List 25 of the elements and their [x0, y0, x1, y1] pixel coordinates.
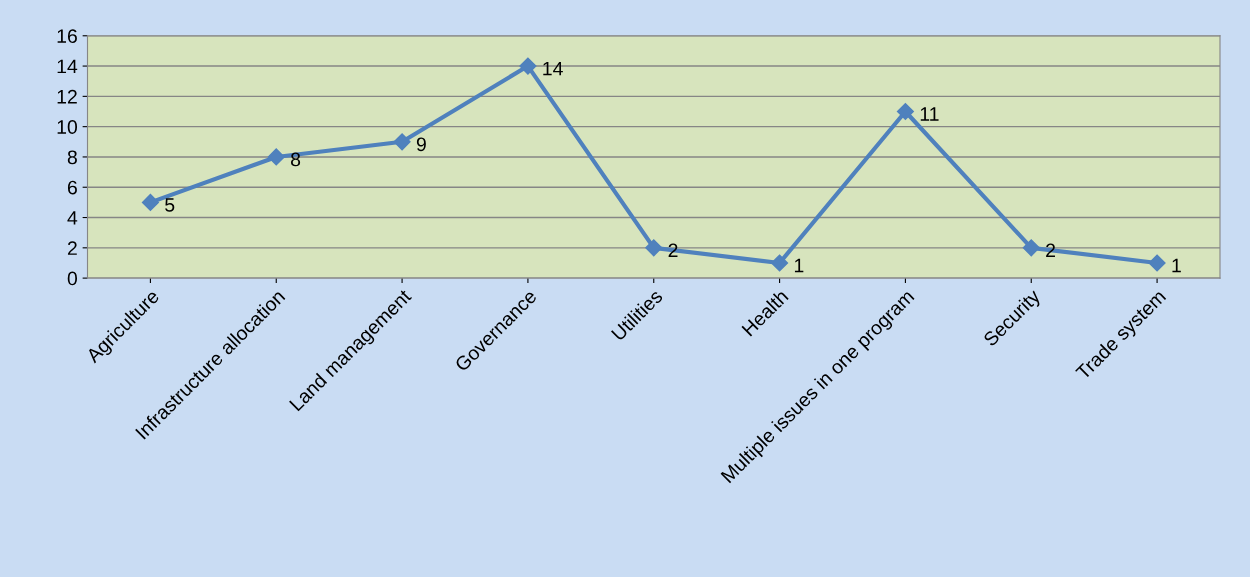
point: [519, 57, 537, 75]
y-tick-label: 8: [67, 150, 77, 165]
point: [267, 148, 285, 166]
data-label: 14: [543, 61, 563, 76]
point: [1022, 239, 1040, 257]
point: [1148, 254, 1166, 272]
y-tick-label: 10: [57, 120, 78, 134]
y-tick-label: 12: [57, 89, 77, 104]
data-label: 11: [920, 107, 939, 121]
point: [393, 133, 411, 151]
point: [771, 254, 789, 272]
y-tick-label: 4: [67, 211, 78, 225]
data-label: 8: [290, 152, 301, 167]
y-tick-label: 0: [67, 271, 78, 286]
point: [896, 102, 914, 121]
data-label: 9: [416, 137, 426, 152]
point: [141, 193, 159, 211]
y-tick-label: 6: [67, 180, 77, 195]
data-label: 1: [1172, 258, 1181, 273]
y-tick-label: 16: [57, 29, 77, 44]
data-label: 1: [794, 258, 804, 273]
point: [645, 239, 663, 257]
y-tick-label: 14: [57, 59, 78, 74]
y-tick-label: 2: [67, 241, 77, 255]
data-label: 5: [165, 198, 175, 212]
